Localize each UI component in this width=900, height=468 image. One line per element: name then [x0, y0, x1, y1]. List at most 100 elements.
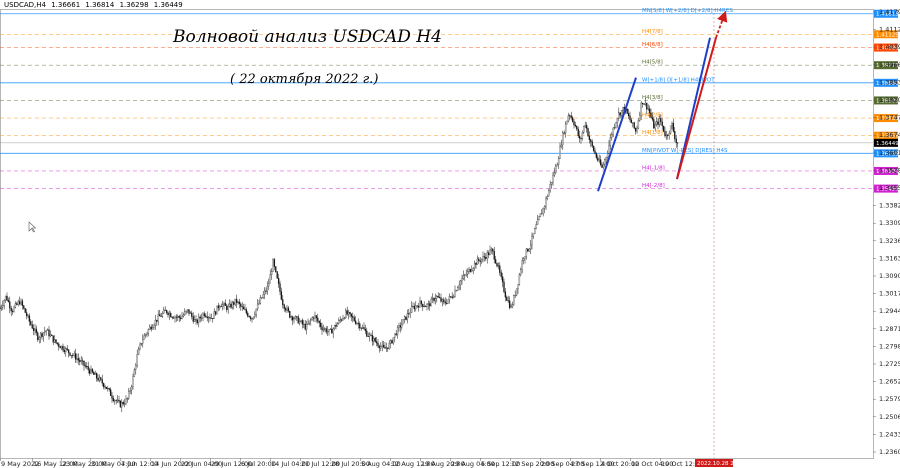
candle-body [240, 303, 242, 307]
candle-body [121, 402, 123, 408]
candle-body [38, 337, 40, 340]
candle-body [70, 354, 73, 356]
candle-body [580, 138, 582, 140]
candle-body [65, 348, 67, 353]
candle-body [212, 318, 214, 319]
candle-body [347, 312, 350, 315]
candle-body [195, 319, 197, 321]
candle-body [154, 319, 157, 326]
candle-body [548, 190, 550, 197]
candle-body [23, 305, 25, 309]
mouse-cursor-icon [28, 221, 37, 233]
candle-body [315, 315, 318, 319]
candle-body [17, 301, 19, 305]
candle-body [359, 323, 361, 329]
y-tick-label: 1.33095 [879, 219, 900, 227]
candle-body [164, 309, 166, 311]
x-tick-label: 14 Jul 04:00 [271, 460, 310, 468]
candle-body [643, 103, 645, 105]
candle-body [563, 132, 565, 134]
candle-body [364, 328, 367, 332]
candle-body [156, 319, 158, 322]
x-tick-label: 19 Oct 12:00 [661, 460, 703, 468]
candle-body [401, 323, 403, 328]
candle-body [72, 354, 74, 356]
candle-body [2, 305, 4, 308]
level-label: MN[S/8] W[+2/8] D[+2/8] H4RES [642, 8, 733, 14]
candle-body [492, 248, 494, 252]
candle-body [471, 270, 473, 272]
candle-body [489, 250, 491, 256]
candle-body [661, 121, 663, 127]
y-tick-label: 1.25795 [879, 395, 900, 403]
candle-body [242, 306, 245, 310]
y-tick-label: 1.36015 [879, 149, 900, 157]
candle-body [357, 323, 360, 325]
candle-body [443, 299, 445, 302]
candle-body [615, 122, 617, 128]
symbol-header: USDCAD,H4 1.36661 1.36814 1.36298 1.3644… [4, 1, 183, 9]
candle-body [423, 306, 425, 308]
x-tick-label: 23 May 20:00 [62, 460, 107, 468]
candle-body [184, 311, 186, 316]
y-tick-label: 1.31635 [879, 254, 900, 262]
candle-body [77, 358, 80, 361]
candle-body [370, 334, 372, 336]
candle-body [0, 308, 1, 310]
candle-body [585, 125, 588, 129]
y-tick-label: 1.40395 [879, 43, 900, 51]
candle-body [27, 315, 29, 317]
candle-body [402, 319, 404, 325]
candle-body [269, 274, 271, 284]
candle-body [279, 283, 281, 292]
candle-body [660, 118, 662, 123]
candle-body [622, 106, 624, 111]
candle-body [371, 335, 374, 342]
candle-body [514, 294, 516, 296]
candle-body [172, 317, 175, 319]
candle-body [578, 135, 581, 139]
candle-body [342, 318, 344, 321]
candle-body [557, 158, 560, 165]
candle-body [307, 323, 309, 325]
candle-body [420, 300, 423, 305]
candle-body [181, 316, 183, 320]
candle-body [175, 316, 178, 318]
candle-body [300, 320, 302, 322]
candle-body [377, 342, 379, 347]
candle-body [301, 320, 304, 325]
candle-body [111, 395, 113, 399]
candle-body [318, 321, 320, 324]
candle-body [613, 126, 616, 129]
candle-body [529, 244, 532, 250]
candle-body [116, 399, 119, 402]
level-price-tag [874, 166, 898, 175]
candle-body [59, 346, 61, 349]
candle-body [581, 132, 584, 139]
candle-body [324, 328, 326, 330]
candle-body [198, 316, 200, 323]
candle-body [4, 295, 7, 301]
candle-body [221, 304, 224, 307]
candle-body [39, 333, 42, 339]
candle-body [263, 290, 266, 295]
candle-body [346, 310, 348, 315]
candle-body [490, 248, 493, 251]
candle-body [494, 259, 497, 264]
level-price-tag [874, 131, 898, 140]
candle-body [539, 213, 542, 218]
y-tick-label: 1.24335 [879, 430, 900, 438]
candle-body [335, 325, 337, 327]
candle-body [616, 118, 619, 123]
candle-body [503, 281, 505, 293]
candle-body [235, 298, 238, 304]
x-tick-label: 21 Jul 12:00 [301, 460, 340, 468]
candle-body [179, 317, 182, 320]
candle-body [637, 120, 640, 129]
candle-body [374, 337, 376, 342]
candle-body [66, 348, 68, 350]
candle-body [284, 308, 287, 311]
candle-body [224, 302, 227, 306]
candle-body [273, 259, 276, 267]
